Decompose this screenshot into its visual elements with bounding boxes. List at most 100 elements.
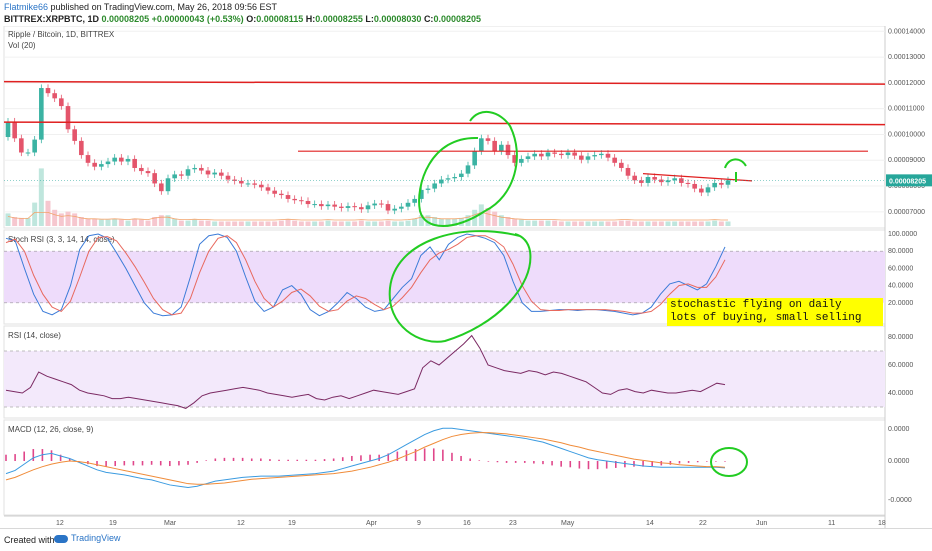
candle-body: [485, 138, 491, 141]
volume-bar: [12, 217, 18, 226]
candle-body: [292, 198, 297, 201]
candle-body: [252, 183, 257, 185]
candle-body: [79, 140, 84, 156]
volume-bar: [245, 221, 251, 226]
candle-body: [59, 98, 64, 107]
candle-body: [705, 187, 711, 193]
volume-bar: [558, 221, 564, 226]
volume-bar: [232, 221, 238, 226]
stoch-y-tick: 60.0000: [888, 265, 913, 272]
volume-bar: [385, 220, 391, 226]
volume-bar: [278, 220, 284, 226]
volume-bar: [432, 217, 438, 226]
price-tag-label: 0.00008205: [889, 178, 926, 185]
volume-bar: [605, 221, 611, 226]
candle-body: [405, 202, 411, 207]
candle-body: [159, 183, 164, 192]
volume-bar: [698, 221, 704, 226]
volume-bar: [118, 219, 124, 226]
candle-body: [379, 203, 384, 205]
candle-body: [632, 175, 637, 181]
y-tick-label: 0.00007000: [888, 209, 925, 216]
ohlc-close: 0.00008205: [433, 14, 481, 24]
candle-body: [445, 178, 451, 180]
x-tick-label: 11: [828, 520, 835, 527]
candle-body: [365, 205, 371, 210]
candle-body: [425, 188, 431, 190]
volume-bar: [265, 221, 271, 226]
volume-bar: [225, 221, 231, 226]
stoch-y-tick: 20.0000: [888, 300, 913, 307]
candle-body: [579, 155, 584, 160]
x-tick-label: 18: [878, 520, 886, 527]
candle-body: [725, 180, 731, 185]
candle-body: [472, 151, 477, 166]
volume-bar: [272, 221, 278, 226]
candle-body: [612, 157, 617, 163]
candle-body: [65, 106, 71, 130]
candle-body: [145, 171, 151, 174]
volume-bar: [352, 221, 358, 226]
y-tick-label: 0.00008000: [888, 183, 925, 190]
volume-bar: [612, 221, 618, 226]
candle-body: [245, 183, 251, 185]
candle-body: [112, 157, 117, 162]
candle-body: [712, 182, 717, 188]
candle-body: [45, 88, 51, 94]
candle-body: [599, 153, 604, 156]
publish-line: Flatmike66 published on TradingView.com,…: [4, 2, 277, 12]
volume-bar: [178, 220, 184, 226]
candle-body: [165, 178, 171, 192]
volume-bar: [112, 218, 118, 226]
macd-title: MACD (12, 26, close, 9): [8, 425, 94, 434]
candle-body: [312, 204, 317, 206]
volume-bar: [325, 220, 331, 226]
marker-circle-stoch: [388, 230, 532, 343]
volume-bar: [505, 217, 511, 226]
chart-canvas[interactable]: 0.00014000 0.00013000 0.00012000 0.00011000…: [0, 26, 932, 528]
symbol-line: BITTREX:XRPBTC, 1D 0.00008205 +0.0000004…: [4, 14, 481, 24]
volume-bar: [312, 221, 318, 226]
chart-header: Flatmike66 published on TradingView.com,…: [0, 0, 932, 26]
volume-bar: [665, 221, 671, 226]
candle-body: [639, 180, 644, 183]
candle-body: [139, 167, 144, 172]
candle-body: [359, 207, 364, 210]
stoch-band: [4, 251, 885, 303]
y-tick-label: 0.00010000: [888, 131, 925, 138]
candle-body: [332, 204, 337, 207]
resistance-line-1: [3, 80, 886, 85]
tradingview-logo[interactable]: TradingView: [54, 533, 121, 543]
author-link[interactable]: Flatmike66: [4, 2, 49, 12]
candle-body: [532, 153, 537, 157]
x-tick-label: 22: [699, 520, 707, 527]
candle-body: [385, 204, 391, 211]
candle-body: [352, 206, 357, 208]
candle-body: [665, 180, 671, 183]
candle-body: [92, 162, 97, 167]
volume-bar: [52, 209, 58, 226]
volume-bar: [72, 213, 78, 226]
candle-body: [179, 174, 184, 176]
volume-bar: [358, 220, 364, 226]
candle-body: [39, 88, 44, 140]
volume-bar: [692, 221, 698, 226]
rsi-line: [5, 334, 726, 409]
x-tick-label: 12: [56, 520, 64, 527]
volume-bar: [85, 218, 91, 226]
volume-bar: [185, 220, 191, 226]
candle-body: [652, 177, 657, 180]
candle-body: [512, 155, 517, 163]
candle-body: [545, 152, 551, 157]
stoch-y-tick: 100.0000: [888, 231, 917, 238]
candle-body: [232, 179, 237, 181]
brand-label: TradingView: [71, 533, 121, 543]
candle-body: [192, 167, 197, 170]
rsi-y-tick: 80.0000: [888, 334, 913, 341]
ohlc-low: 0.00008030: [373, 14, 422, 24]
volume-bar: [658, 221, 664, 226]
y-tick-label: 0.00009000: [888, 157, 925, 164]
volume-bar: [645, 221, 651, 226]
price-change: +0.00000043 (+0.53%): [151, 14, 244, 24]
volume-bar: [378, 221, 384, 226]
